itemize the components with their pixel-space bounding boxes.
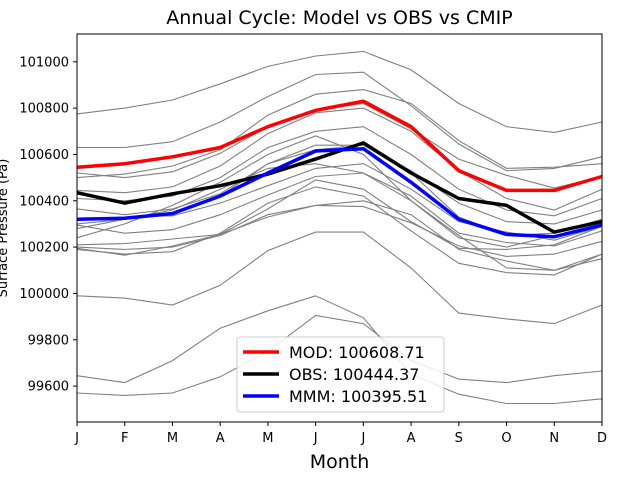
legend-label-mod: MOD: 100608.71: [289, 343, 425, 362]
cmip-model-line: [76, 314, 603, 396]
y-tick-label: 100800: [19, 102, 69, 117]
y-tick-label: 101000: [19, 55, 69, 70]
cmip-model-line: [76, 186, 603, 276]
legend-label-mmm: MMM: 100395.51: [289, 387, 427, 406]
cmip-model-line: [76, 89, 603, 179]
x-tick-label: A: [216, 431, 225, 446]
y-tick-label: 100400: [19, 194, 69, 209]
cmip-model-line: [76, 163, 603, 248]
legend-box: [236, 336, 445, 413]
x-tick-label: M: [167, 431, 178, 446]
x-tick-label: J: [313, 431, 318, 446]
legend: MOD: 100608.71 OBS: 100444.37 MMM: 100395.…: [236, 336, 445, 413]
y-tick-label: 100600: [19, 148, 69, 163]
chart-title: Annual Cycle: Model vs OBS vs CMIP: [166, 7, 512, 29]
y-axis-label: Surface Pressure (Pa): [0, 159, 11, 298]
y-tick-label: 100000: [19, 287, 69, 302]
cmip-model-line: [76, 295, 603, 405]
x-tick-label: M: [262, 431, 273, 446]
plot-frame: [76, 33, 603, 423]
y-tick-label: 99800: [28, 333, 69, 348]
cmip-model-line: [76, 107, 603, 211]
legend-label-obs: OBS: 100444.37: [289, 365, 419, 384]
cmip-model-line: [77, 71, 603, 172]
highlight-lines: [76, 99, 603, 239]
cmip-model-line: [76, 204, 603, 257]
cmip-model-line: [76, 200, 603, 271]
x-tick-label: S: [455, 431, 463, 446]
cmip-model-line: [76, 50, 603, 133]
y-tick-label: 99600: [28, 380, 69, 395]
cmip-model-line: [76, 172, 603, 247]
x-tick-label: O: [501, 431, 511, 446]
y-axis: 99600 99800 100000 100200 100400 100600 100800…: [19, 55, 77, 395]
mmm-line: [76, 146, 603, 239]
cmip-model-line: [76, 231, 603, 325]
mod-line: [76, 99, 603, 193]
x-tick-label: F: [121, 431, 128, 446]
x-tick-label: D: [597, 431, 607, 446]
cmip-model-line: [76, 135, 603, 271]
x-tick-label: J: [74, 431, 79, 446]
x-tick-label: N: [549, 431, 559, 446]
y-tick-label: 100200: [19, 241, 69, 256]
x-axis-label: Month: [310, 451, 370, 473]
x-tick-label: J: [360, 431, 365, 446]
x-tick-label: A: [407, 431, 416, 446]
obs-line: [76, 141, 603, 234]
